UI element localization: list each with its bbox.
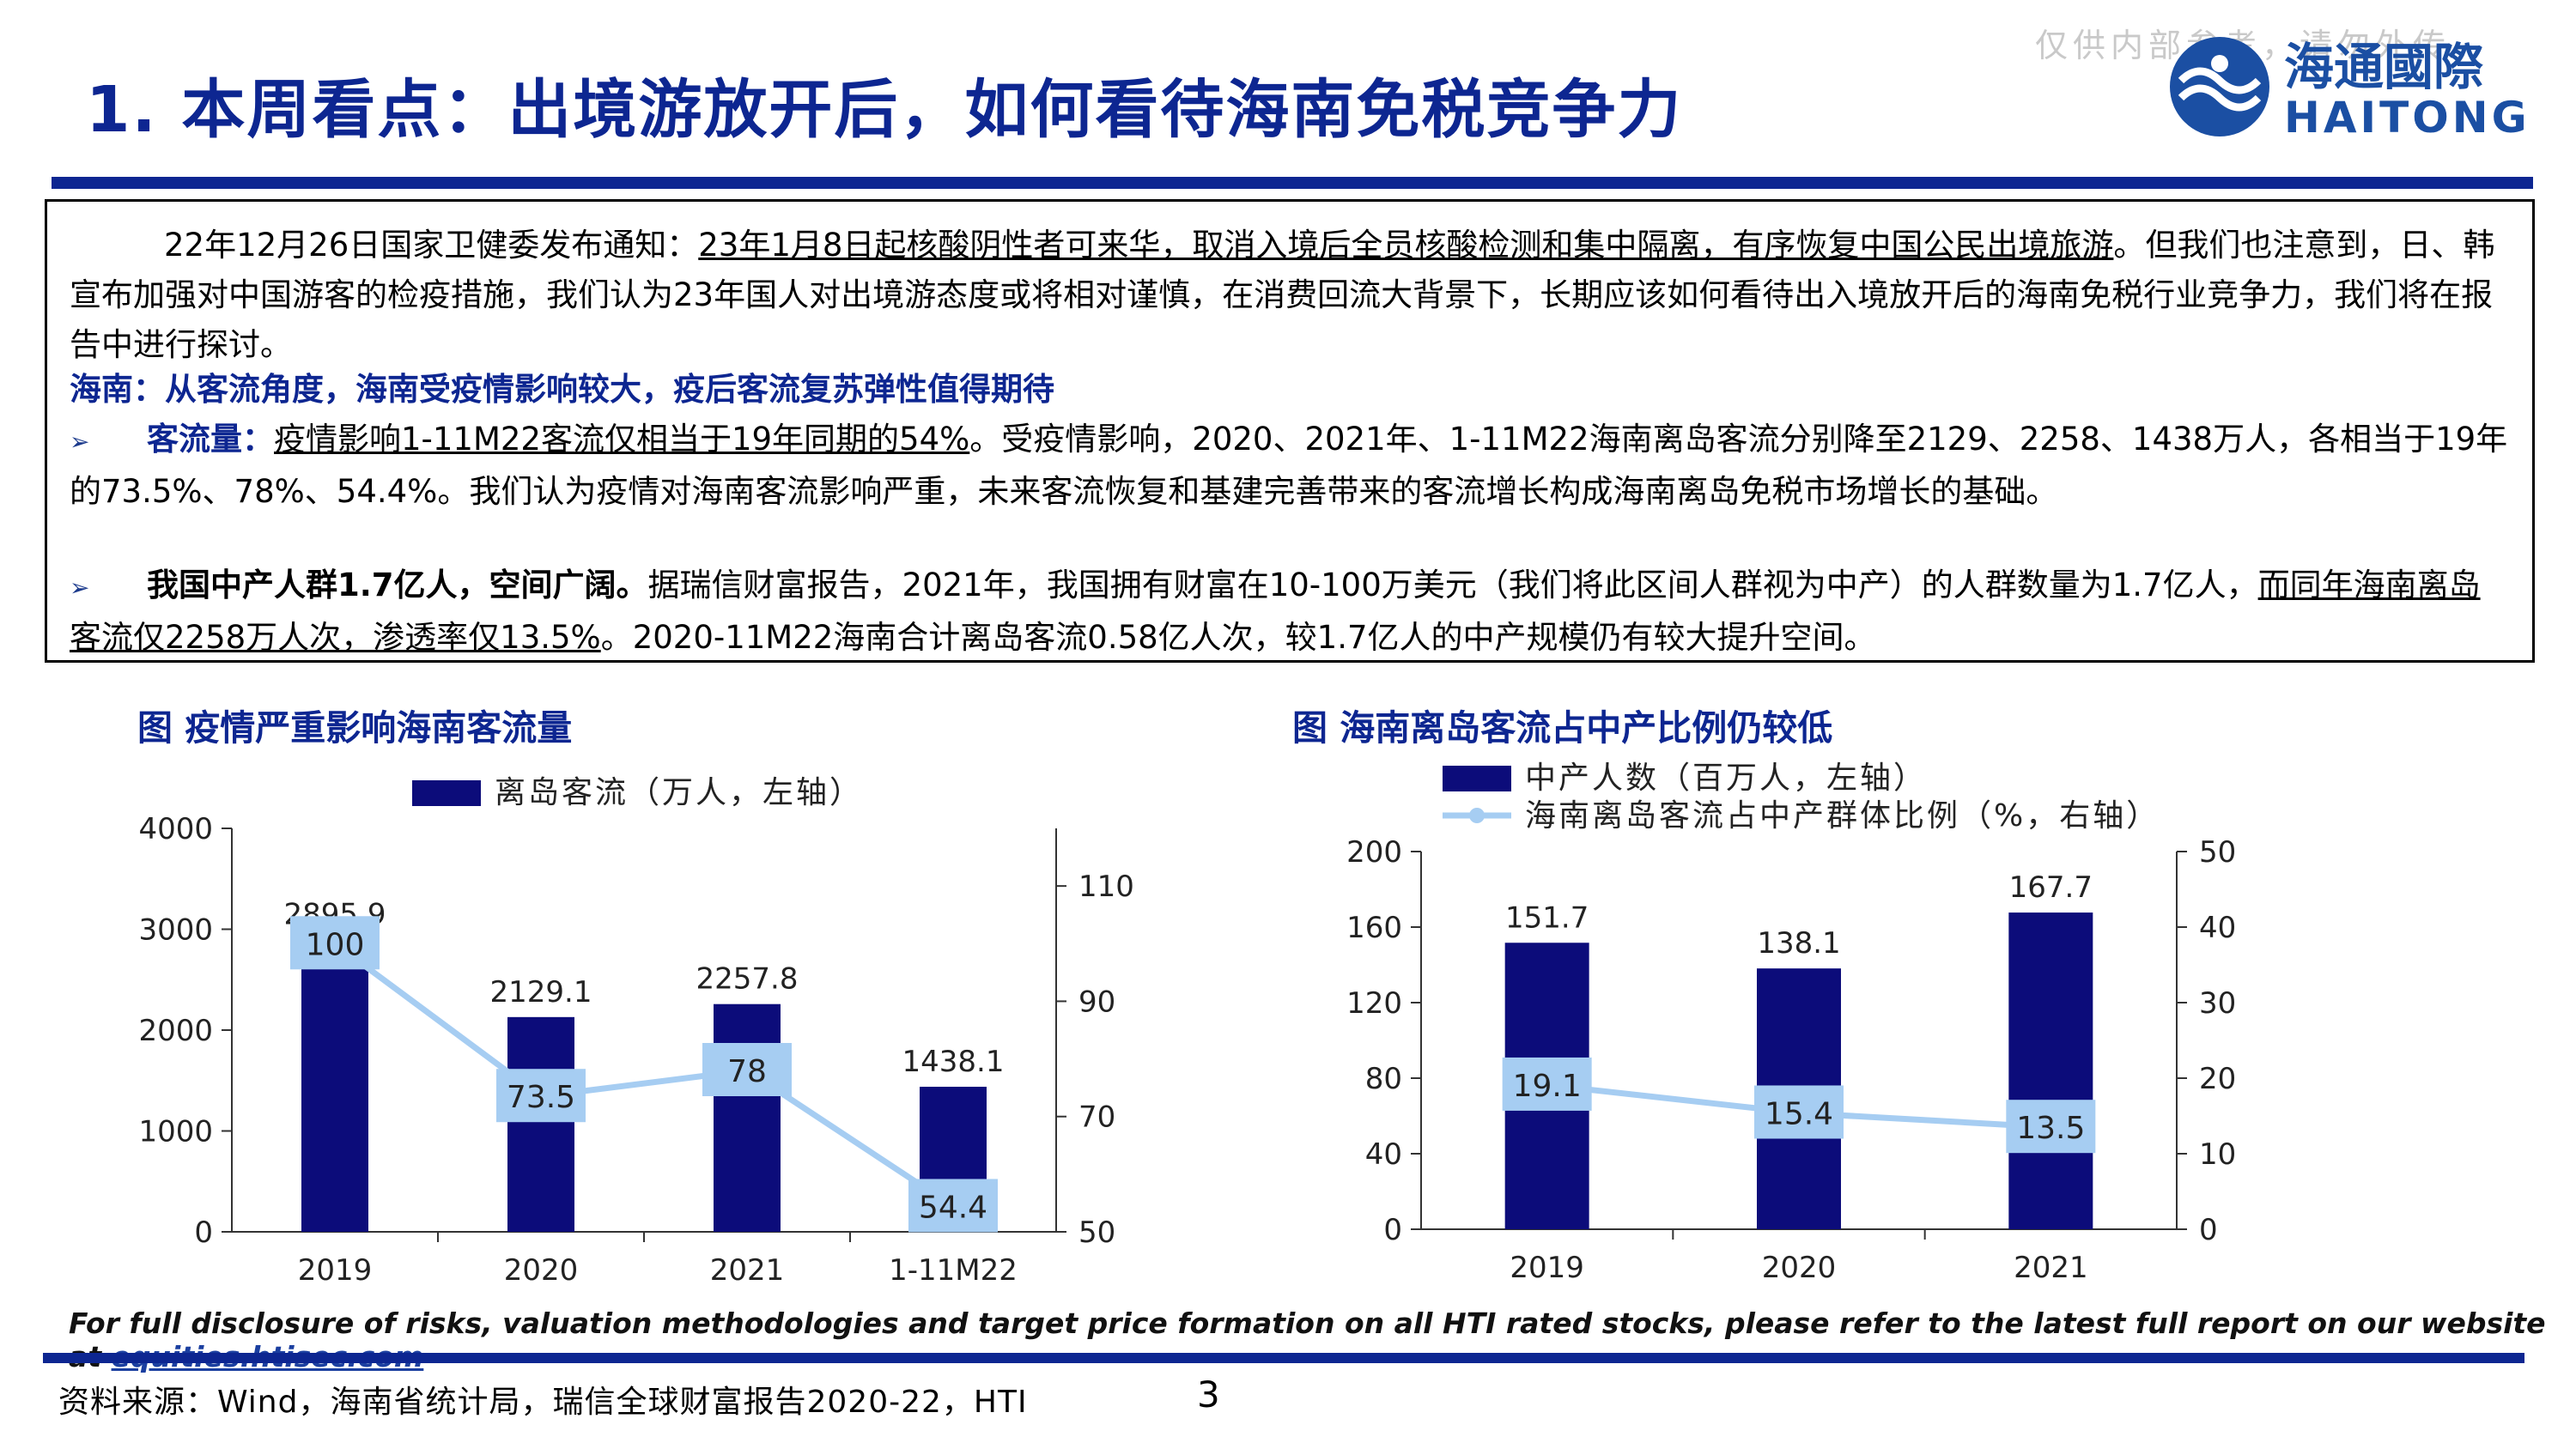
right-chart-right-tick-label: 50 [2199, 835, 2236, 870]
left-chart-bar [714, 1004, 781, 1232]
right-chart-left-tick-label: 80 [1365, 1062, 1402, 1096]
right-chart: 0 40 80 120 160 200 0 10 20 30 40 50 151.7 138.1 167.7… [1305, 755, 2318, 1296]
right-chart-legend-line-label: 海南离岛客流占中产群体比例（%，右轴） [1525, 798, 2160, 834]
page-number: 3 [1197, 1373, 1220, 1416]
left-chart-bar-label: 2257.8 [696, 962, 799, 997]
right-chart-legend-bar-swatch [1443, 766, 1511, 791]
footer-rule [43, 1353, 2524, 1363]
left-chart-bar-label: 1438.1 [902, 1045, 1005, 1079]
right-chart-right-tick-label: 10 [2199, 1137, 2236, 1172]
bullet-arrow-icon: ➢ [70, 563, 147, 613]
page-title: 1. 本周看点：出境游放开后，如何看待海南免税竞争力 [86, 58, 1682, 150]
right-chart-point-label: 15.4 [1765, 1096, 1833, 1131]
right-chart-left-tick-label: 200 [1346, 835, 1402, 870]
left-chart-x-tick-label: 2020 [504, 1253, 579, 1288]
left-chart-title: 图 疫情严重影响海南客流量 [137, 699, 572, 750]
left-chart-right-tick-label: 50 [1078, 1216, 1115, 1250]
right-chart-right-tick-label: 20 [2199, 1062, 2236, 1096]
left-chart-bar [507, 1017, 574, 1232]
left-chart-bar [301, 940, 368, 1232]
summary-heading: 海南：从客流角度，海南受疫情影响较大，疫后客流复苏弹性值得期待 [70, 365, 2510, 415]
right-chart-left-tick-label: 0 [1383, 1213, 1402, 1247]
right-chart-legend-bar-label: 中产人数（百万人，左轴） [1525, 761, 1927, 796]
left-chart-right-tick-label: 70 [1078, 1100, 1115, 1135]
right-chart-bar-label: 151.7 [1505, 900, 1589, 935]
left-chart-left-tick-label: 2000 [138, 1014, 213, 1048]
left-chart-x-tick-label: 2019 [298, 1253, 373, 1288]
left-chart-left-tick-label: 0 [194, 1216, 213, 1250]
left-chart-point-label: 73.5 [507, 1080, 575, 1115]
disclaimer: For full disclosure of risks, valuation … [69, 1307, 2576, 1373]
right-chart-right-tick-label: 30 [2199, 986, 2236, 1021]
right-chart-point-label: 13.5 [2016, 1111, 2085, 1146]
logo-text-cn: 海通國際 [2284, 38, 2483, 96]
header-rule [52, 177, 2533, 189]
bullet-arrow-icon: ➢ [70, 417, 147, 467]
left-chart-legend-bar-label: 离岛客流（万人，左轴） [495, 775, 863, 810]
right-chart-bar-label: 138.1 [1757, 926, 1840, 961]
left-chart-x-tick-label: 1-11M22 [889, 1253, 1018, 1288]
left-chart-left-tick-label: 1000 [138, 1115, 213, 1149]
right-chart-title: 图 海南离岛客流占中产比例仍较低 [1292, 699, 1832, 750]
left-chart-bar-label: 2129.1 [490, 975, 592, 1009]
left-chart-left-tick-label: 4000 [138, 812, 213, 846]
left-chart-point-label: 54.4 [919, 1190, 987, 1225]
summary-box: 22年12月26日国家卫健委发布通知：23年1月8日起核酸阴性者可来华，取消入境… [45, 199, 2535, 663]
bullet-middle-class: ➢ 我国中产人群1.7亿人，空间广阔。据瑞信财富报告，2021年，我国拥有财富在1… [70, 561, 2510, 663]
left-chart-legend-bar-swatch [412, 780, 481, 806]
summary-paragraph: 22年12月26日国家卫健委发布通知：23年1月8日起核酸阴性者可来华，取消入境… [70, 221, 2510, 370]
left-chart-point-label: 100 [306, 927, 365, 962]
bullet-passenger-flow: ➢ 客流量：疫情影响1-11M22客流仅相当于19年同期的54%。受疫情影响，20… [70, 415, 2510, 517]
right-chart-point-label: 19.1 [1513, 1069, 1582, 1104]
right-chart-x-tick-label: 2020 [1762, 1251, 1837, 1285]
right-chart-left-tick-label: 120 [1346, 986, 1402, 1021]
left-chart-x-tick-label: 2021 [710, 1253, 785, 1288]
right-chart-left-tick-label: 40 [1365, 1137, 1402, 1172]
right-chart-left-tick-label: 160 [1346, 911, 1402, 945]
right-chart-right-tick-label: 40 [2199, 911, 2236, 945]
right-chart-x-tick-label: 2021 [2014, 1251, 2088, 1285]
right-chart-bar [2008, 912, 2093, 1229]
left-chart-right-tick-label: 110 [1078, 870, 1134, 904]
left-chart-left-tick-label: 3000 [138, 913, 213, 948]
right-chart-x-tick-label: 2019 [1510, 1251, 1584, 1285]
right-chart-bar-label: 167.7 [2009, 870, 2093, 905]
haitong-logo: 海通國際 HAITONG [2164, 31, 2542, 142]
left-chart-series-line [335, 943, 953, 1206]
logo-text-en: HAITONG [2284, 93, 2530, 142]
left-chart-right-tick-label: 90 [1078, 985, 1115, 1019]
left-chart-point-label: 78 [727, 1054, 767, 1089]
source-note: 资料来源：Wind，海南省统计局，瑞信全球财富报告2020-22，HTI [58, 1377, 1028, 1422]
right-chart-legend-line-marker [1469, 808, 1485, 823]
right-chart-right-tick-label: 0 [2199, 1213, 2218, 1247]
